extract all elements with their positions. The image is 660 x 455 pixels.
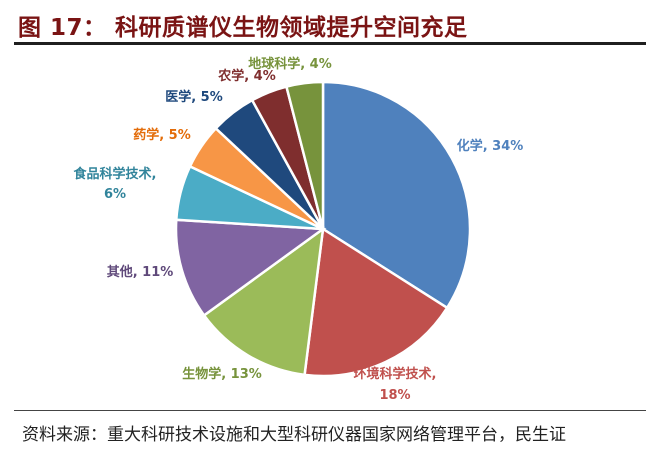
slice-label: 环境科学技术, [354, 366, 437, 382]
slice-label: 化学, 34% [457, 138, 524, 154]
slice-label: 地球科学, 4% [248, 56, 332, 72]
footer-divider [14, 410, 646, 411]
pie-slice [202, 226, 325, 377]
pie-slice [174, 218, 327, 318]
chart-title: 图 17： 科研质谱仪生物领域提升空间充足 [18, 15, 468, 41]
slice-label: 生物学, 13% [182, 366, 262, 382]
slice-label: 药学, 5% [133, 127, 191, 143]
pie-slice [284, 80, 325, 230]
pie-chart: 化学, 34% 环境科学技术, 18% 生物学, 13% 其他, 11% 食品科学技术, 6… [74, 56, 524, 403]
slice-label-percent: 6% [104, 187, 126, 202]
slice-label-percent: 18% [379, 388, 410, 403]
slice-label: 农学, 4% [217, 68, 276, 84]
source-note: 资料来源：重大科研技术设施和大型科研仪器国家网络管理平台，民生证 [22, 425, 566, 445]
slice-label: 医学, 5% [165, 89, 223, 105]
slice-label: 食品科学技术, [74, 166, 157, 182]
pie-slice [303, 226, 449, 378]
slice-label: 其他, 11% [107, 264, 174, 280]
title-bar: 图 17： 科研质谱仪生物领域提升空间充足 [14, 6, 646, 45]
